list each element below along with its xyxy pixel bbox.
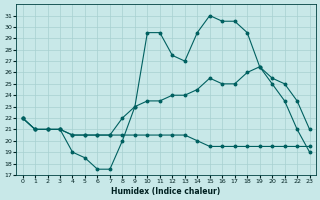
X-axis label: Humidex (Indice chaleur): Humidex (Indice chaleur) <box>111 187 221 196</box>
